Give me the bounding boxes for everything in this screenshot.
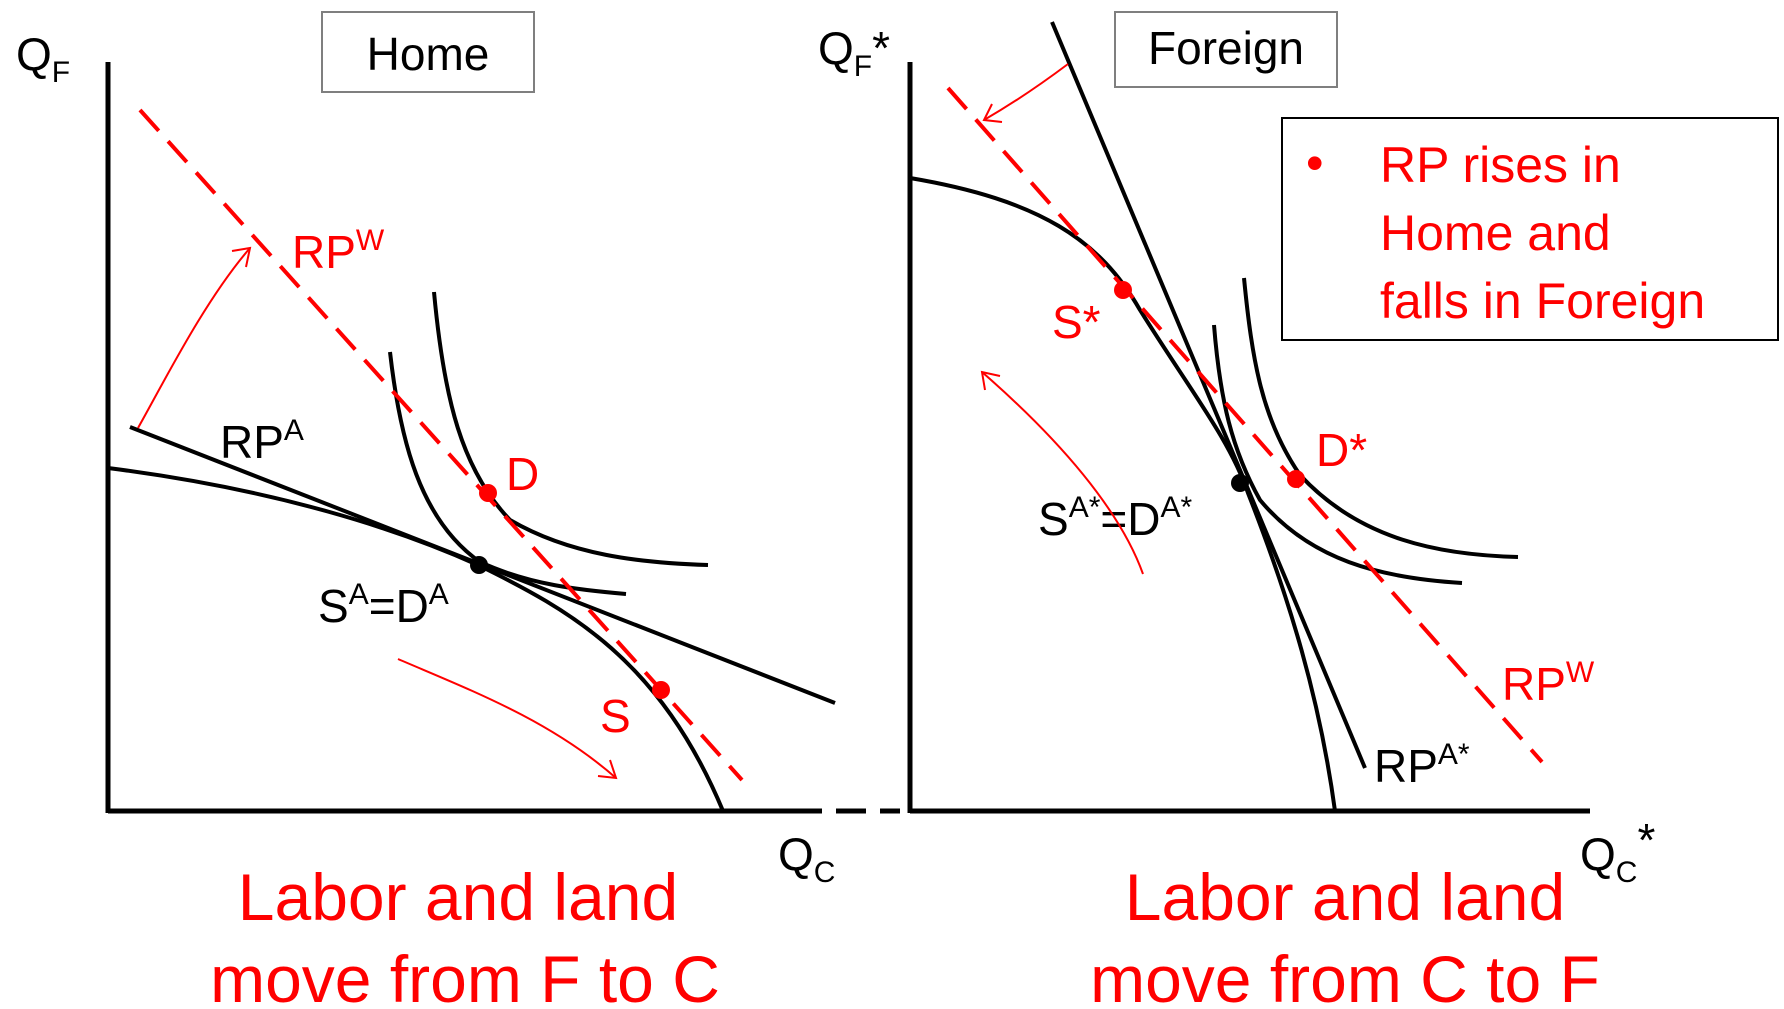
home-ppf-curve <box>107 466 725 812</box>
home-title-box <box>321 11 535 93</box>
foreign-rpw-line <box>946 86 1544 764</box>
foreign-indifference-curve-low <box>1212 324 1463 585</box>
home-point-s-label: S <box>600 690 631 742</box>
home-rpw-line <box>138 108 744 782</box>
foreign-rpa-label: RPA* <box>1374 738 1470 792</box>
home-indifference-curve-high <box>432 291 709 567</box>
home-rpa-label: RPA <box>220 414 304 468</box>
foreign-point-d-label: D* <box>1316 424 1367 476</box>
home-point-d <box>479 484 497 502</box>
foreign-title: Foreign <box>1148 22 1304 74</box>
legend-line-1: RP rises in <box>1380 137 1621 193</box>
home-point-s <box>652 681 670 699</box>
home-panel: Home QF QC RPW RPA D S SA=DA Lab <box>16 11 836 1009</box>
foreign-ppf-curve <box>909 176 1337 812</box>
foreign-caption-line1: Labor and land <box>1125 860 1565 934</box>
home-caption-line1: Labor and land <box>238 860 678 934</box>
home-point-d-label: D <box>506 448 539 500</box>
home-y-axis-label: QF <box>16 28 70 89</box>
foreign-y-axis-label: QF* <box>818 22 890 83</box>
foreign-point-d <box>1287 470 1305 488</box>
foreign-movement-arrowhead <box>980 370 1001 391</box>
legend-line-3: falls in Foreign <box>1380 273 1705 329</box>
home-movement-arrowhead <box>597 759 618 780</box>
foreign-title-box <box>1114 11 1338 88</box>
foreign-movement-arrow <box>981 371 1144 575</box>
foreign-point-s <box>1114 281 1132 299</box>
legend-box: • RP rises in Home and falls in Foreign <box>1281 117 1779 341</box>
home-autarky-point <box>470 556 488 574</box>
foreign-rotation-arrowhead <box>982 103 1003 123</box>
foreign-x-axis-label: QC* <box>1580 814 1655 889</box>
foreign-autarky-point <box>1231 474 1249 492</box>
home-equilibrium-label: SA=DA <box>318 578 449 632</box>
home-rotation-arrowhead <box>231 246 252 268</box>
home-rotation-arrow <box>137 247 251 429</box>
home-movement-arrow <box>397 658 617 779</box>
foreign-equilibrium-label: SA*=DA* <box>1038 491 1192 545</box>
foreign-point-s-label: S* <box>1052 296 1101 348</box>
legend-frame <box>1281 117 1779 341</box>
foreign-rotation-arrow <box>983 63 1069 121</box>
legend-bullet: • <box>1306 135 1324 191</box>
foreign-panel: Foreign QF* QC* S* D* SA*=DA* RPW RPA* <box>818 11 1655 1009</box>
legend-line-2: Home and <box>1380 205 1611 261</box>
foreign-caption-line2: move from C to F <box>1090 942 1600 1009</box>
home-x-axis-label: QC <box>778 828 835 889</box>
foreign-rpw-label: RPW <box>1502 656 1595 710</box>
foreign-rpa-line <box>1050 21 1367 769</box>
home-rpw-label: RPW <box>292 224 385 278</box>
home-title: Home <box>367 28 490 80</box>
home-caption-line2: move from F to C <box>210 942 720 1009</box>
